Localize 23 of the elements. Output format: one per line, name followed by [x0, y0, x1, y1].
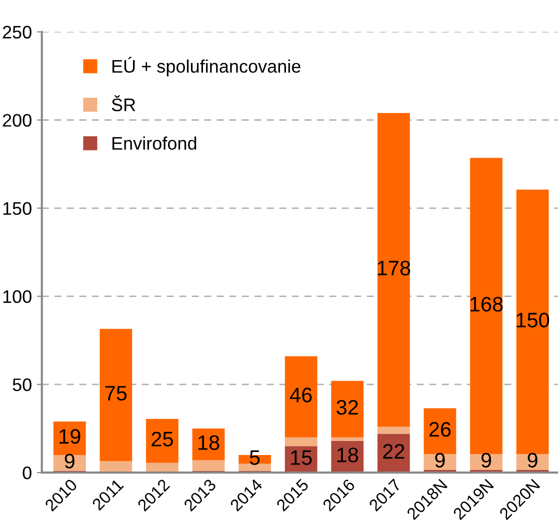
- data-label: 75: [105, 386, 127, 401]
- y-tick-label: 50: [12, 378, 32, 392]
- data-label: 22: [383, 444, 404, 459]
- y-tick-label: 100: [3, 290, 32, 304]
- legend-label: Envirofond: [112, 136, 196, 150]
- data-label: 15: [291, 450, 312, 465]
- data-label: 9: [64, 454, 74, 468]
- data-label: 9: [435, 452, 445, 468]
- legend-label: ŠR: [112, 95, 136, 112]
- data-label: 26: [429, 422, 451, 437]
- legend-label: EÚ + spolufinancovanie: [112, 56, 300, 76]
- y-tick-label: 250: [2, 26, 32, 39]
- y-tick-label: 200: [2, 114, 32, 127]
- data-label: 9: [481, 452, 492, 468]
- data-label: 46: [290, 388, 312, 402]
- data-label: 18: [337, 448, 358, 462]
- y-tick-label: 0: [22, 466, 32, 480]
- data-label: 32: [336, 400, 358, 415]
- data-label: 25: [152, 432, 173, 446]
- data-label: 18: [198, 435, 220, 450]
- data-label: 19: [60, 429, 80, 444]
- y-tick-label: 150: [3, 202, 32, 215]
- data-label: 9: [528, 452, 538, 468]
